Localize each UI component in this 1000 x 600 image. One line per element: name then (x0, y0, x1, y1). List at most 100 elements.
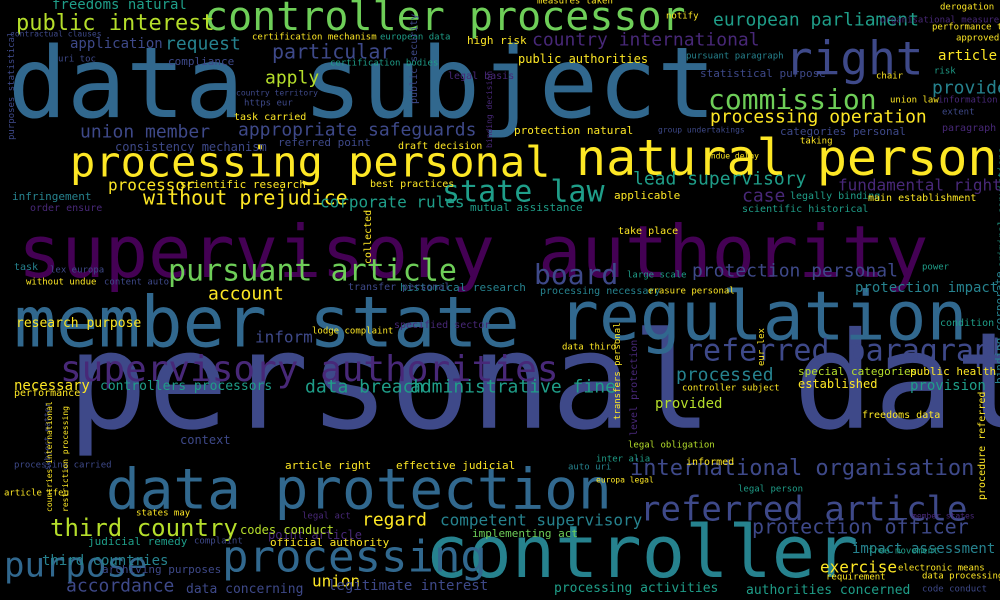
word: eur lex (757, 328, 767, 366)
word: protection impact (855, 280, 999, 297)
word: condition (940, 317, 995, 329)
word: processing activities (554, 581, 719, 597)
word: power (922, 262, 950, 273)
word: group undertakings (658, 125, 745, 135)
word: code conduct (922, 584, 988, 595)
word: controller subject (682, 383, 780, 394)
word: supervisory authority (18, 209, 929, 294)
word: inform (255, 327, 313, 347)
word: public authorities (518, 51, 649, 66)
word: union law (890, 95, 939, 106)
word: official authority (270, 535, 390, 549)
word: purposes statistical (7, 31, 17, 140)
word: https eur (244, 98, 293, 109)
word: protection natural (514, 123, 634, 137)
word: legal person (738, 484, 804, 495)
word: content auto (104, 277, 170, 288)
word: data third (562, 342, 617, 353)
word: fundamental right (838, 175, 1000, 195)
word: categories personal (780, 124, 906, 138)
word: paragraph (942, 122, 997, 134)
word: judicial remedy (88, 534, 188, 548)
word: extent (942, 107, 975, 118)
word: application (70, 36, 163, 53)
word: freedoms data (862, 409, 941, 421)
word: third countries (42, 553, 169, 570)
word: public security (409, 13, 420, 104)
word: request (165, 33, 241, 55)
word: third country (50, 513, 238, 542)
word: order ensure (30, 202, 103, 214)
word: performance task (932, 22, 1000, 33)
word: right (785, 31, 924, 86)
word: specified sector (394, 319, 491, 331)
word: necessary (14, 378, 90, 395)
word: lead supervisory (633, 168, 807, 190)
word: scientific historical (742, 203, 869, 215)
word: corporate rules (320, 192, 465, 212)
word: processing (222, 531, 487, 583)
word: processing operation (710, 106, 927, 128)
word: codes conduct (240, 522, 334, 537)
word: member state (14, 281, 520, 364)
word: information (938, 95, 998, 106)
word: research purpose (16, 316, 142, 332)
word: measures taken (537, 0, 613, 7)
word: contractual clauses (10, 29, 102, 39)
word: chair (876, 71, 904, 82)
word: inter alia (596, 454, 651, 465)
word: state law (442, 174, 605, 210)
word: collected (363, 209, 374, 264)
word: without prejudice (143, 185, 348, 210)
word: legitimate interest (328, 578, 489, 595)
word: lodge complaint (312, 326, 394, 337)
word: provision (910, 378, 986, 395)
word: pursuant paragraph (686, 51, 784, 62)
word: binding decision (485, 70, 494, 148)
word: europa legal (596, 475, 654, 485)
word: requirement (826, 572, 886, 583)
word: country territory (236, 88, 318, 98)
word: without undue (26, 277, 97, 288)
word: compliance (168, 54, 235, 68)
word: exercise (820, 557, 898, 577)
word: referred article (640, 489, 968, 530)
word: legal basis (448, 70, 515, 82)
word: transfer personal (348, 281, 451, 293)
word: best practices (370, 178, 455, 190)
word: performance (14, 387, 81, 399)
word: states may (136, 508, 191, 519)
word: large scale (627, 270, 687, 281)
word: controllers processors (100, 379, 273, 395)
word: protection personal (692, 260, 898, 282)
word: auto uri (568, 462, 612, 473)
word: european parliament (713, 9, 919, 31)
word: regulation (558, 277, 968, 357)
word: data protection (106, 457, 612, 523)
word: consistency mechanism (115, 139, 267, 154)
word: effective judicial (396, 458, 516, 472)
word: competent supervisory (440, 510, 643, 530)
word: article tfeu (4, 488, 70, 499)
word: transfers personal (613, 322, 623, 420)
word: main establishment (868, 192, 977, 204)
word: purpose (4, 545, 148, 586)
word: authorities concerned (746, 583, 911, 599)
word: referred paragraph (685, 333, 1000, 369)
word: protection officer (752, 514, 969, 539)
word: supervisory authorities (60, 348, 559, 390)
word: public interest (16, 10, 215, 36)
word: account (208, 283, 284, 305)
word: mutual assistance (470, 200, 583, 214)
word: european data (380, 32, 451, 43)
word: impact assessment (852, 541, 996, 558)
word: country international (532, 29, 760, 51)
word: notify (666, 11, 699, 22)
word: lex europa (50, 265, 105, 276)
word: high risk (467, 33, 527, 47)
word: board (534, 258, 619, 292)
word: binding corporate (993, 271, 1000, 384)
word: personal data (67, 303, 1000, 460)
word: legal act (302, 511, 351, 522)
word: erasure personal (648, 286, 735, 297)
